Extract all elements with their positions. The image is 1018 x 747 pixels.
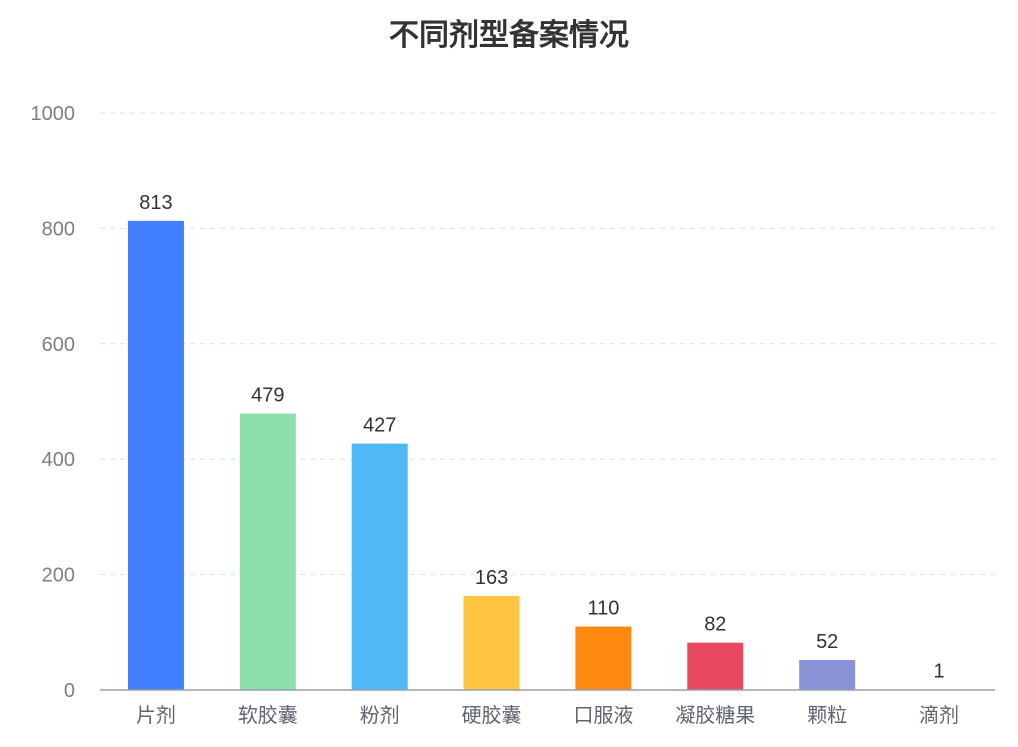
bar: [351, 443, 408, 690]
x-tick-label: 硬胶囊: [462, 703, 522, 727]
bar: [127, 220, 184, 691]
data-label: 163: [475, 567, 508, 589]
x-tick-label: 颗粒: [807, 703, 847, 727]
x-tick-label: 软胶囊: [238, 703, 298, 727]
data-label: 1: [934, 660, 945, 682]
data-label: 427: [363, 415, 396, 437]
y-tick-label: 0: [64, 680, 75, 702]
y-axis-ticks: 0 200 400 600 800 1000: [31, 103, 76, 702]
bar: [799, 659, 856, 690]
bars: [127, 220, 968, 691]
bar: [687, 642, 744, 690]
data-labels: 813 479 427 163 110 82 52 1: [139, 192, 944, 683]
x-tick-label: 口服液: [573, 703, 633, 727]
x-tick-label: 凝胶糖果: [675, 703, 755, 727]
x-axis-ticks: 片剂 软胶囊 粉剂 硬胶囊 口服液 凝胶糖果 颗粒 滴剂: [136, 703, 959, 727]
x-tick-label: 滴剂: [919, 703, 959, 727]
bar: [239, 413, 296, 690]
bar: [575, 626, 632, 690]
data-label: 82: [704, 614, 726, 636]
y-tick-label: 800: [42, 218, 75, 240]
chart-title: 不同剂型备案情况: [389, 18, 629, 53]
data-label: 110: [587, 598, 619, 620]
data-label: 52: [816, 631, 838, 653]
y-tick-label: 600: [42, 334, 75, 356]
gridlines: [100, 112, 995, 576]
x-tick-label: 粉剂: [360, 703, 400, 727]
y-tick-label: 1000: [31, 103, 76, 125]
data-label: 813: [139, 192, 172, 214]
x-tick-label: 片剂: [136, 703, 176, 727]
y-tick-label: 200: [42, 565, 75, 587]
data-label: 479: [251, 385, 284, 407]
y-tick-label: 400: [42, 449, 75, 471]
bar: [463, 595, 520, 690]
